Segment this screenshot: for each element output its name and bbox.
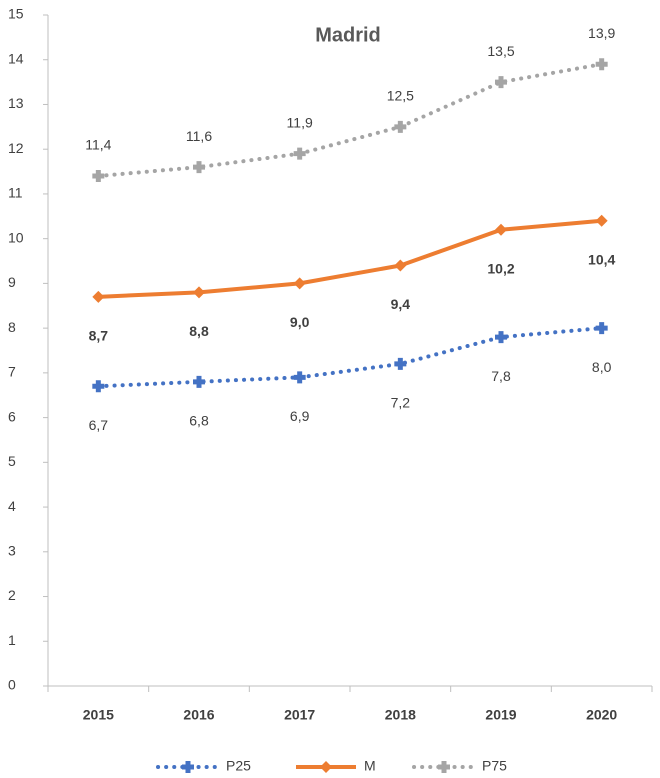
data-label: 8,0 (592, 359, 612, 375)
legend-label: M (364, 758, 376, 774)
marker (92, 380, 105, 393)
marker (320, 761, 332, 773)
legend-label: P25 (226, 758, 251, 774)
y-tick-label: 11 (8, 185, 23, 201)
y-tick-label: 7 (8, 364, 16, 380)
data-label: 6,8 (189, 413, 209, 429)
y-tick-label: 6 (8, 408, 16, 424)
marker (394, 120, 407, 133)
data-label: 7,2 (391, 395, 411, 411)
data-label: 10,4 (588, 251, 615, 267)
marker (495, 331, 507, 344)
y-tick-label: 0 (8, 677, 16, 693)
marker (182, 761, 194, 773)
data-label: 9,0 (290, 314, 310, 330)
data-label: 6,7 (89, 417, 109, 433)
marker (193, 161, 205, 174)
marker (293, 371, 306, 384)
y-tick-label: 3 (8, 543, 16, 559)
x-tick-label: 2015 (83, 707, 114, 723)
x-tick-label: 2019 (485, 707, 516, 723)
marker (293, 277, 306, 290)
x-tick-label: 2017 (284, 707, 315, 723)
data-label: 10,2 (487, 260, 514, 276)
marker (595, 322, 608, 335)
legend-label: P75 (482, 758, 507, 774)
series-line (98, 218, 602, 299)
marker (293, 147, 306, 160)
data-label: 11,4 (85, 137, 111, 153)
series: 6,7 6,8 6,9 7,2 7,8 8,0 (89, 322, 612, 433)
data-label: 9,4 (391, 296, 411, 312)
y-tick-label: 15 (8, 6, 24, 22)
marker (394, 259, 407, 272)
y-tick-label: 1 (8, 632, 16, 648)
marker (595, 58, 608, 71)
data-label: 11,9 (287, 114, 313, 130)
y-tick-label: 13 (8, 95, 24, 111)
data-label: 8,7 (89, 328, 109, 344)
data-label: 12,5 (387, 88, 414, 104)
data-label: 13,5 (487, 43, 514, 59)
x-tick-label: 2016 (183, 707, 214, 723)
marker (193, 286, 205, 299)
y-tick-label: 8 (8, 319, 16, 335)
series: 8,7 8,8 9,0 9,4 10,2 10,4 (89, 214, 616, 344)
series: 11,4 11,6 11,9 12,5 13,5 13,9 (85, 25, 616, 183)
y-tick-label: 12 (8, 140, 24, 156)
y-tick-label: 2 (8, 587, 16, 603)
marker (438, 761, 450, 773)
data-label: 7,8 (491, 368, 511, 384)
y-tick-label: 14 (8, 50, 24, 66)
series-line (96, 326, 604, 389)
marker (193, 375, 205, 388)
y-tick-label: 4 (8, 498, 16, 514)
y-tick-label: 10 (8, 229, 24, 245)
data-label: 13,9 (588, 25, 615, 41)
x-tick-label: 2020 (586, 707, 617, 723)
data-label: 6,9 (290, 408, 310, 424)
marker (92, 170, 105, 183)
series-line (96, 62, 604, 179)
data-label: 11,6 (186, 128, 212, 144)
marker (495, 223, 507, 236)
y-tick-label: 5 (8, 453, 16, 469)
marker (495, 76, 507, 89)
data-label: 8,8 (189, 323, 209, 339)
y-tick-label: 9 (8, 274, 16, 290)
x-tick-label: 2018 (385, 707, 416, 723)
marker (595, 214, 608, 227)
marker (92, 290, 105, 303)
marker (394, 357, 407, 370)
chart-title: Madrid (315, 24, 381, 46)
